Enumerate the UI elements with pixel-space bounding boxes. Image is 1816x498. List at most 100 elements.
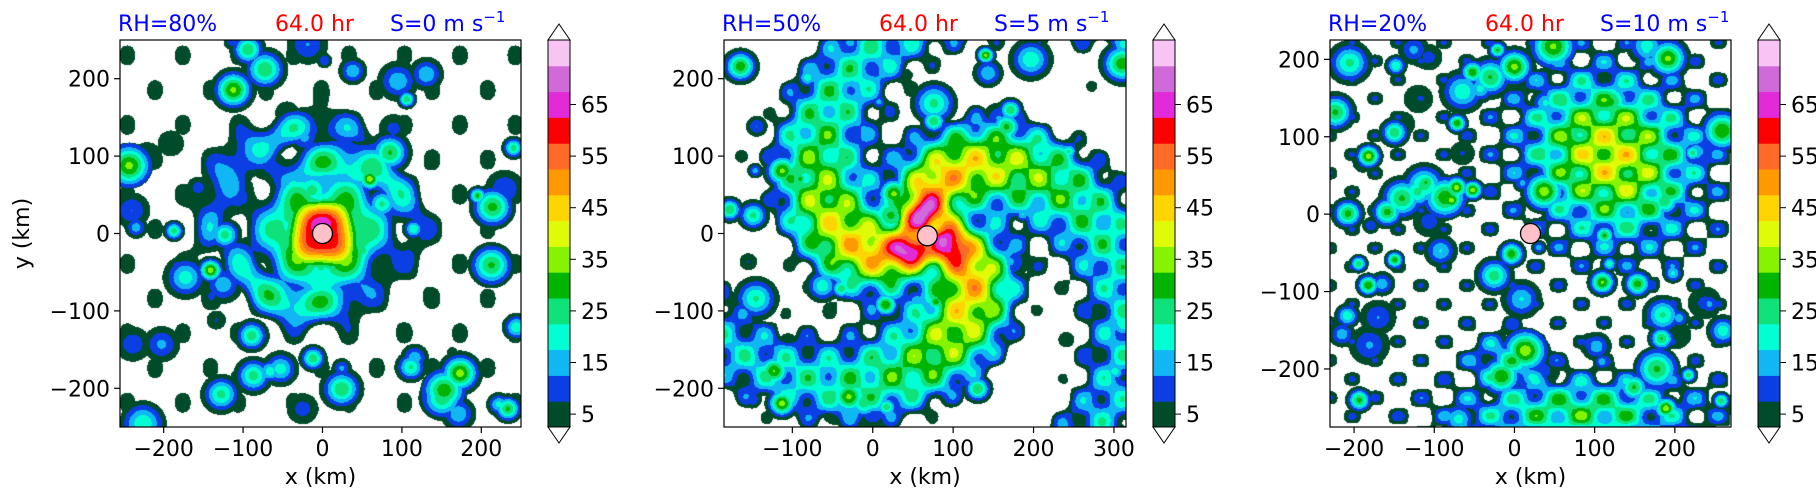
colorbar-segment [1758,194,1780,222]
colorbar-tick-label: 25 [581,300,609,325]
panel-2: RH=50% 64.0 hr S=5 m s−1 −100 0 100 200 300 −200… [654,8,1214,490]
colorbar-extend-min [1757,426,1781,444]
panel-title-left: RH=20% [1328,12,1427,37]
x-tick-label: 0 [1507,437,1521,462]
colorbar-segment [1153,220,1175,247]
x-tick-label: 200 [1654,437,1696,462]
colorbar-segment [1758,117,1780,144]
colorbar-segment [1758,298,1780,325]
y-tick-label: 200 [1278,48,1320,73]
colorbar-segment [548,65,570,93]
colorbar-segment [548,401,570,428]
colorbar-segment [1153,323,1175,351]
colorbar-tick-label: 25 [1791,300,1816,325]
colorbar-segment [1153,375,1175,402]
colorbar-segment [1758,246,1780,273]
colorbar-segment [548,91,570,118]
y-tick-label: 200 [672,68,714,93]
colorbar-segment [548,169,570,196]
storm-center-marker [311,222,334,245]
colorbar-segment [1758,91,1780,118]
x-axis-label: x (km) [285,465,356,490]
colorbar-tick-label: 45 [1791,197,1816,222]
x-tick-label: 100 [932,437,974,462]
colorbar-segment [1153,194,1175,222]
y-tick-label: −100 [654,300,714,325]
panel-title-left: RH=80% [118,12,217,37]
x-tick-label: 0 [315,437,329,462]
colorbar-tick-label: 55 [1791,145,1816,170]
panel-title-center: 64.0 hr [275,12,355,37]
colorbar-segment [548,40,570,67]
y-tick-label: −200 [50,377,110,402]
colorbar-tick-label: 65 [581,94,609,119]
y-tick-label: 100 [68,145,110,170]
colorbar-tick-label: 15 [581,352,609,377]
x-axis-label: x (km) [1495,465,1566,490]
colorbar-segment [1153,65,1175,93]
colorbar-segment [1153,349,1175,376]
colorbar-tick-label: 35 [1791,248,1816,273]
colorbar-tick-label: 15 [1186,352,1214,377]
colorbar-segment [548,272,570,299]
x-tick-label: −100 [1404,437,1464,462]
colorbar: 5 15 25 35 45 55 65 [547,23,609,444]
colorbar-tick-label: 45 [581,197,609,222]
colorbar-extend-max [1152,23,1176,41]
colorbar-segment [1153,40,1175,67]
colorbar-tick-label: 35 [581,248,609,273]
colorbar-tick-label: 35 [1186,248,1214,273]
colorbar-tick-label: 5 [1186,403,1200,428]
colorbar-segment [548,194,570,222]
colorbar-segment [548,298,570,325]
x-tick-label: −200 [1324,437,1384,462]
colorbar-tick-label: 5 [1791,403,1805,428]
colorbar-tick-label: 15 [1791,352,1816,377]
colorbar: 5 15 25 35 45 55 65 [1152,23,1214,444]
colorbar-segment [1758,323,1780,351]
colorbar-segment [548,323,570,351]
colorbar-segment [1153,272,1175,299]
colorbar-segment [548,375,570,402]
colorbar-segment [548,246,570,273]
y-tick-label: −200 [654,377,714,402]
x-tick-label: 100 [1574,437,1616,462]
colorbar-segment [1758,220,1780,247]
colorbar-segment [1758,375,1780,402]
colorbar-extend-min [1152,426,1176,444]
y-tick-label: 200 [68,68,110,93]
y-tick-label: −100 [1260,281,1320,306]
x-tick-label: −100 [762,437,822,462]
x-tick-label: −100 [213,437,273,462]
y-tick-label: 100 [672,145,714,170]
colorbar-tick-label: 45 [1186,197,1214,222]
panel-1: RH=80% 64.0 hr S=0 m s−1 −200 −100 0 100 200 −20… [10,8,609,490]
colorbar-tick-label: 55 [581,145,609,170]
colorbar-extend-max [1757,23,1781,41]
axes-frame [1329,39,1732,428]
panel-title-right-text: S=5 m s [994,12,1087,37]
colorbar-segment [548,117,570,144]
colorbar-segment [1153,298,1175,325]
y-tick-label: 0 [96,223,110,248]
colorbar-segment [1758,272,1780,299]
x-tick-label: 300 [1093,437,1135,462]
panel-title-right: S=5 m s−1 [994,8,1109,37]
colorbar-segment [548,220,570,247]
y-tick-label: −200 [1260,358,1320,383]
colorbar-segment [548,143,570,170]
colorbar-extend-min [547,426,571,444]
x-tick-label: 0 [866,437,880,462]
colorbar-segment [548,349,570,376]
colorbar-segment [1153,401,1175,428]
colorbar-segment [1758,65,1780,93]
panel-title-center: 64.0 hr [1485,12,1565,37]
panel-3: RH=20% 64.0 hr S=10 m s−1 −200 −100 0 100 200 −2… [1260,8,1816,490]
storm-center-marker [1519,222,1542,245]
y-tick-label: 0 [700,223,714,248]
colorbar: 5 15 25 35 45 55 65 [1757,23,1816,444]
panel-title-right-text: S=10 m s [1600,12,1707,37]
colorbar-tick-label: 25 [1186,300,1214,325]
storm-center-marker [916,225,939,247]
colorbar-segment [1153,246,1175,273]
